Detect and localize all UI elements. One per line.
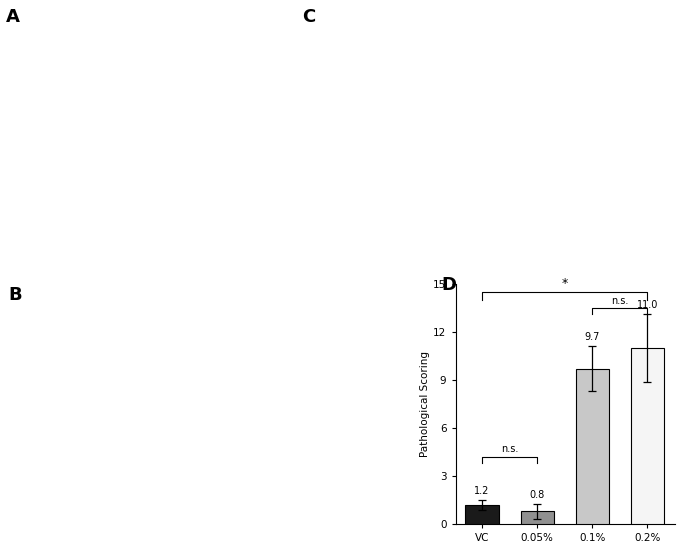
Bar <box>631 348 664 524</box>
Text: B: B <box>9 287 22 305</box>
Bar <box>575 369 608 524</box>
Text: n.s.: n.s. <box>611 295 628 306</box>
Text: 9.7: 9.7 <box>584 333 600 342</box>
Bar <box>466 505 499 524</box>
Y-axis label: Pathological Scoring: Pathological Scoring <box>421 351 430 457</box>
Text: 1.2: 1.2 <box>474 486 490 496</box>
Text: C: C <box>302 8 316 26</box>
Text: n.s.: n.s. <box>501 444 519 454</box>
Text: 11.0: 11.0 <box>636 300 658 310</box>
Bar <box>521 512 553 524</box>
Text: D: D <box>442 276 457 294</box>
Text: A: A <box>6 8 20 26</box>
Text: *: * <box>562 276 568 289</box>
Text: 0.8: 0.8 <box>530 490 545 500</box>
